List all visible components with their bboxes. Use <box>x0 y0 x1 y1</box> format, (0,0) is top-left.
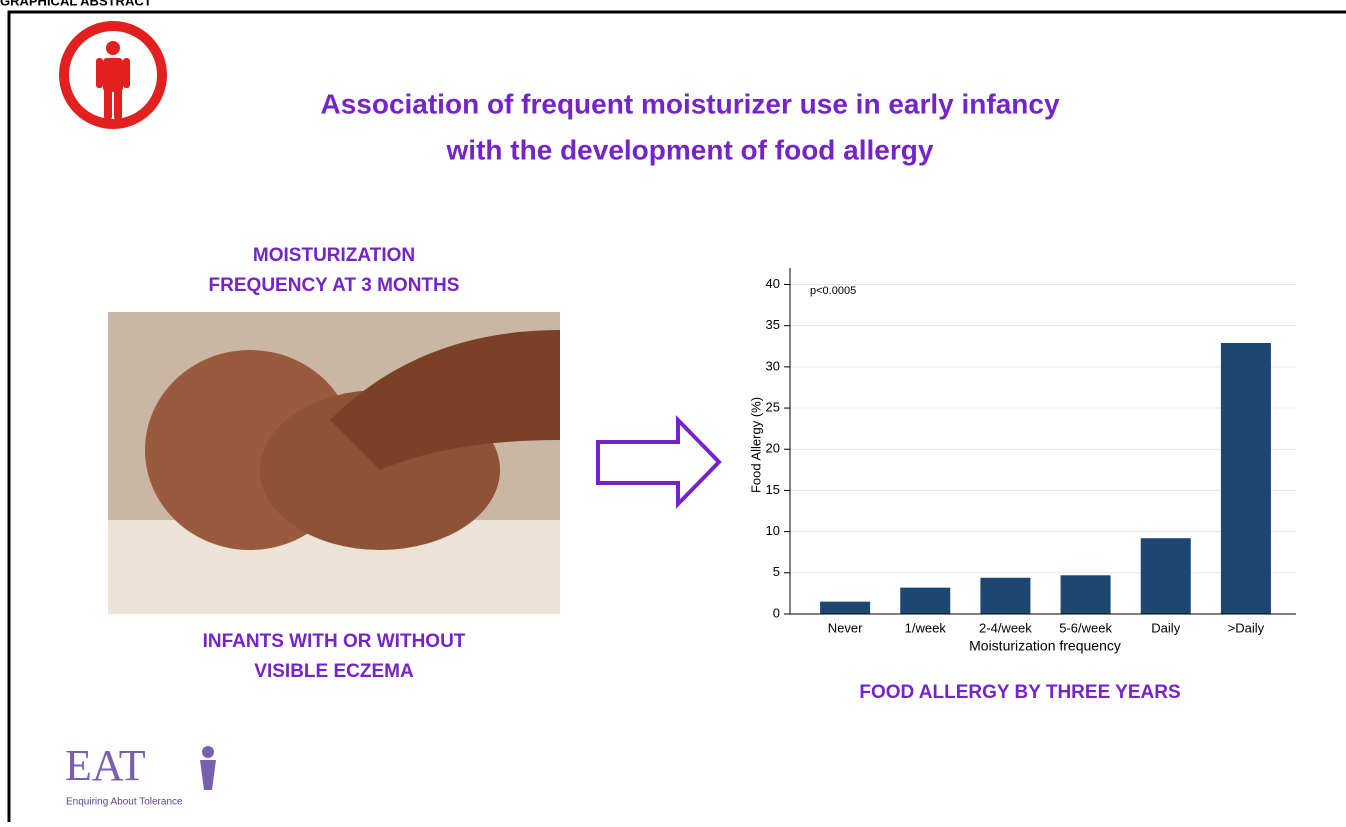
y-axis-label: Food Allergy (%) <box>748 397 763 493</box>
bar <box>1140 538 1191 614</box>
y-tick-label: 10 <box>766 523 780 538</box>
x-axis-label: Moisturization frequency <box>969 638 1121 654</box>
header: GRAPHICAL ABSTRACT <box>0 0 152 8</box>
annotation: p<0.0005 <box>810 285 856 297</box>
y-tick-label: 15 <box>766 482 780 497</box>
x-tick-label: >Daily <box>1228 620 1265 635</box>
photo <box>108 312 560 614</box>
bar <box>1060 575 1111 614</box>
x-tick-label: 5-6/week <box>1059 620 1112 635</box>
y-tick-label: 20 <box>766 441 780 456</box>
x-tick-label: 1/week <box>905 620 947 635</box>
arrow <box>596 415 722 509</box>
bar <box>820 601 871 614</box>
y-tick-label: 40 <box>766 276 780 291</box>
y-tick-label: 30 <box>766 358 780 373</box>
logo-tagline: Enquiring About Tolerance <box>66 797 183 808</box>
title-line: with the development of food allergy <box>446 134 934 165</box>
title-line: Association of frequent moisturizer use … <box>320 88 1059 119</box>
logo-name: EAT <box>65 741 146 790</box>
x-tick-label: Never <box>828 620 863 635</box>
left-label: FREQUENCY AT 3 MONTHS <box>209 275 460 296</box>
y-tick-label: 25 <box>766 399 780 414</box>
bar <box>980 577 1031 614</box>
y-tick-label: 0 <box>773 605 780 620</box>
left-label: MOISTURIZATION <box>253 245 415 266</box>
left-label: VISIBLE ECZEMA <box>254 661 414 682</box>
logo: EAT Enquiring About Tolerance <box>65 741 216 808</box>
left-label: INFANTS WITH OR WITHOUT <box>203 631 466 652</box>
x-tick-label: Daily <box>1151 620 1180 635</box>
person-icon <box>59 21 167 129</box>
chart-caption: FOOD ALLERGY BY THREE YEARS <box>859 682 1180 703</box>
y-tick-label: 35 <box>766 317 780 332</box>
y-tick-label: 5 <box>773 564 780 579</box>
x-tick-label: 2-4/week <box>979 620 1032 635</box>
bar <box>1220 342 1271 614</box>
bar <box>900 587 951 614</box>
